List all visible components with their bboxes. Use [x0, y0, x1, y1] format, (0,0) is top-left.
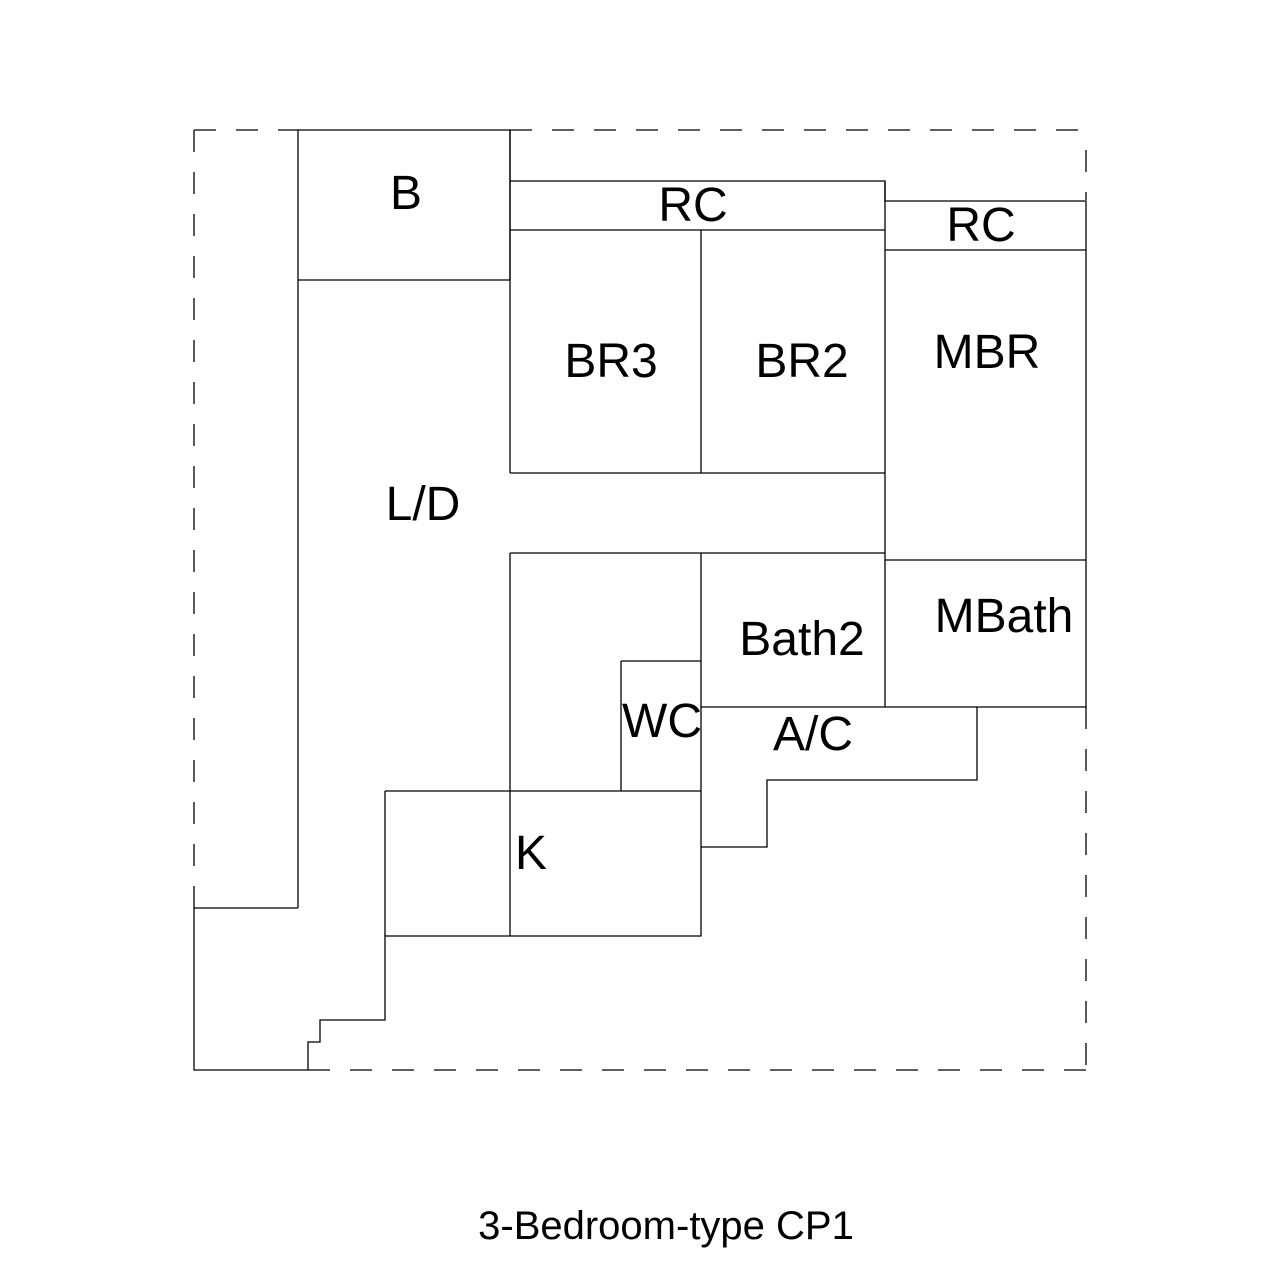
room-label-ld: L/D [386, 478, 461, 531]
walls [193, 129, 1087, 1071]
room-labels: B RC RC BR3 BR2 MBR L/D Bath2 MBath WC A… [386, 167, 1074, 880]
room-label-rc-top: RC [658, 179, 727, 232]
room-label-k: K [515, 827, 547, 880]
room-label-mbath: MBath [935, 590, 1074, 643]
room-label-br3: BR3 [564, 335, 657, 388]
room-label-b: B [390, 167, 422, 220]
plan-caption: 3-Bedroom-type CP1 [478, 1204, 854, 1248]
room-label-wc: WC [622, 695, 702, 748]
plot-boundary [193, 129, 1087, 1071]
room-label-rc-right: RC [946, 199, 1015, 252]
room-label-bath2: Bath2 [739, 613, 864, 666]
room-label-br2: BR2 [755, 335, 848, 388]
room-label-ac: A/C [773, 708, 853, 761]
room-label-mbr: MBR [934, 326, 1041, 379]
